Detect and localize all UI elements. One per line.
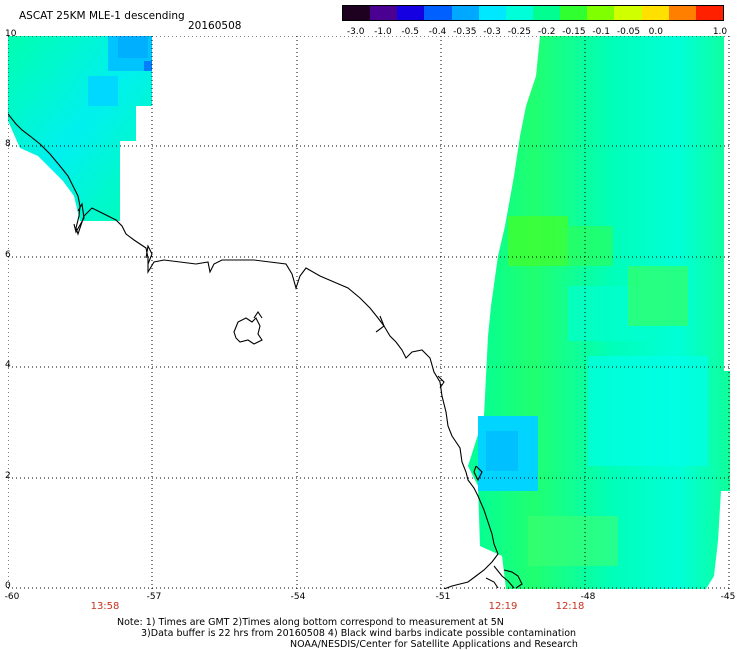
colorbar-swatch <box>614 6 642 20</box>
colorbar-label: -0.3 <box>483 27 501 37</box>
coastline <box>8 113 523 589</box>
y-tick-label: 0 <box>5 581 11 591</box>
colorbar-swatch <box>397 6 425 20</box>
y-tick-label: 8 <box>5 139 11 149</box>
y-tick-label: 2 <box>5 471 11 481</box>
colorbar-swatch <box>641 6 669 20</box>
colorbar-label: -3.0 <box>346 27 365 37</box>
x-tick-label: -45 <box>720 592 736 602</box>
colorbar-label: -0.2 <box>537 27 556 37</box>
colorbar-swatch <box>451 6 479 20</box>
colorbar-label: 1.0 <box>712 27 728 37</box>
note-line: NOAA/NESDIS/Center for Satellite Applica… <box>290 639 578 650</box>
colorbar-swatch <box>668 6 696 20</box>
colorbar-swatch <box>695 6 723 20</box>
colorbar-swatch <box>587 6 615 20</box>
colorbar-label: 0.0 <box>648 27 663 37</box>
colorbar-swatch <box>505 6 533 20</box>
swath-time: 12:18 <box>555 601 585 612</box>
colorbar-label: -0.4 <box>428 27 447 37</box>
y-tick-label: 4 <box>5 360 11 370</box>
colorbar-swatch <box>532 6 561 20</box>
colorbar-label: -0.1 <box>592 27 610 37</box>
y-tick-label: 6 <box>5 250 11 260</box>
x-tick-label: -48 <box>580 592 596 602</box>
map-title: ASCAT 25KM MLE-1 descending <box>19 10 185 22</box>
colorbar <box>342 5 724 21</box>
colorbar-swatch <box>343 6 371 20</box>
colorbar-label: -0.5 <box>401 27 419 37</box>
colorbar-label: -0.15 <box>562 27 586 37</box>
map-date: 20160508 <box>188 20 242 32</box>
right-data-swath <box>468 36 730 589</box>
x-tick-label: -57 <box>146 592 162 602</box>
swath-time: 12:19 <box>488 601 518 612</box>
grid-lines <box>8 36 730 589</box>
note-line: Note: 1) Times are GMT 2)Times along bot… <box>117 617 504 628</box>
colorbar-swatch <box>370 6 398 20</box>
colorbar-swatch <box>424 6 452 20</box>
colorbar-label: -0.05 <box>616 27 641 37</box>
colorbar-swatch <box>560 6 588 20</box>
x-tick-label: -60 <box>4 592 20 602</box>
x-tick-label: -51 <box>435 592 451 602</box>
colorbar-swatch <box>478 6 506 20</box>
map-plot <box>8 36 730 589</box>
x-tick-label: -54 <box>290 592 306 602</box>
colorbar-label: -0.25 <box>507 27 531 37</box>
colorbar-label: -0.35 <box>453 27 477 37</box>
y-tick-label: 10 <box>5 29 17 39</box>
colorbar-label: -1.0 <box>374 27 392 37</box>
swath-time: 13:58 <box>90 601 120 612</box>
left-data-swath <box>8 36 152 221</box>
note-line: 3)Data buffer is 22 hrs from 20160508 4)… <box>141 628 577 639</box>
